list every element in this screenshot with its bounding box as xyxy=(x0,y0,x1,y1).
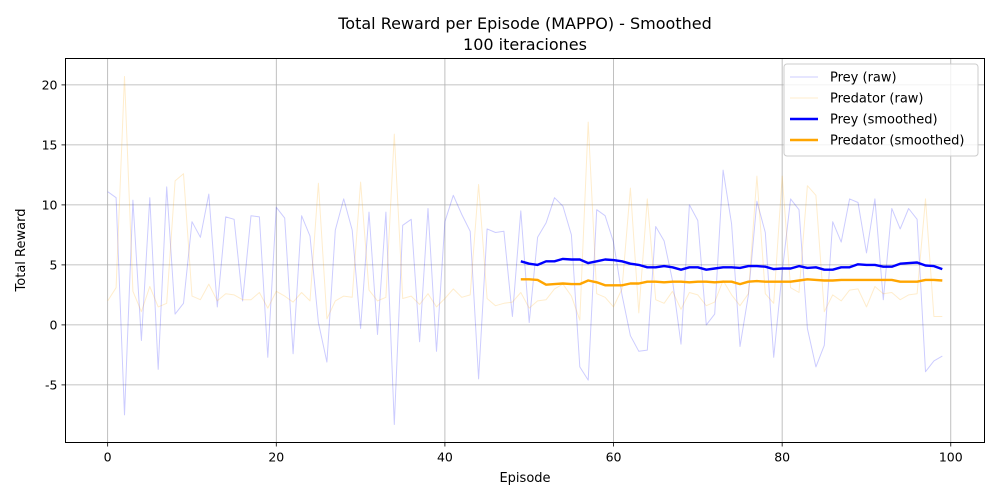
y-tick-label: 5 xyxy=(50,257,58,272)
y-tick-label: 10 xyxy=(42,197,58,212)
plot-frame xyxy=(65,58,985,443)
legend-box xyxy=(783,63,979,157)
y-tick-label: -5 xyxy=(45,377,57,392)
y-tick-label: 15 xyxy=(42,137,58,152)
y-tick-label: 20 xyxy=(42,77,58,92)
legend-label: Prey (raw) xyxy=(830,71,897,86)
legend-label: Prey (smoothed) xyxy=(830,113,938,128)
series-line-predator-smoothed xyxy=(520,278,943,287)
legend-label: Predator (raw) xyxy=(830,92,924,107)
series-line-prey-smoothed xyxy=(520,257,943,271)
series-line-predator-raw xyxy=(107,76,943,321)
chart-subtitle: 100 iteraciones xyxy=(463,35,587,54)
x-tick-label: 40 xyxy=(437,450,453,465)
x-tick-label: 60 xyxy=(606,450,622,465)
x-tick-label: 80 xyxy=(774,450,790,465)
y-tick-label: 0 xyxy=(50,317,58,332)
series-line-prey-raw xyxy=(107,169,943,425)
legend: Prey (raw) Predator (raw) Prey (smoothed) P… xyxy=(783,63,979,157)
y-axis-label: Total Reward xyxy=(14,209,29,293)
x-tick-label: 0 xyxy=(104,450,112,465)
x-tick-label: 20 xyxy=(268,450,284,465)
legend-label: Predator (smoothed) xyxy=(830,134,965,149)
axis-ticks: 0 20 40 60 80 100 -5 0 5 10 15 20 xyxy=(42,77,963,464)
chart-title: Total Reward per Episode (MAPPO) - Smoot… xyxy=(337,14,712,33)
series-lines xyxy=(107,76,943,425)
x-axis-label: Episode xyxy=(499,471,550,486)
x-tick-label: 100 xyxy=(939,450,963,465)
